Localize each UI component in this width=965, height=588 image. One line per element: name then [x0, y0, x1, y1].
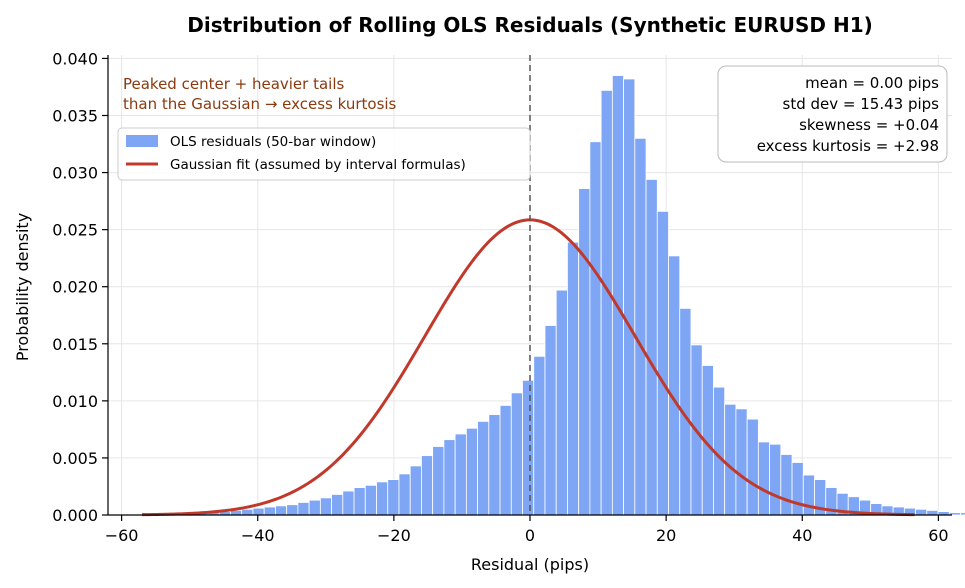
- y-tick-label: 0.025: [52, 221, 98, 240]
- histogram-bar: [567, 241, 580, 516]
- histogram-bar: [465, 427, 478, 516]
- histogram-bar: [421, 455, 434, 516]
- legend-box: [117, 127, 531, 181]
- histogram-bar: [724, 403, 737, 516]
- histogram-bar: [331, 494, 344, 516]
- histogram-bar: [656, 210, 669, 516]
- x-tick-label: −40: [241, 526, 275, 545]
- y-tick-label: 0.000: [52, 506, 98, 525]
- y-tick-label: 0.020: [52, 278, 98, 297]
- stats-excess-kurtosis: excess kurtosis = +2.98: [757, 137, 939, 155]
- y-tick-label: 0.010: [52, 392, 98, 411]
- stats-skewness: skewness = +0.04: [799, 116, 939, 134]
- histogram-bar: [241, 508, 254, 516]
- y-axis-ticks: 0.000 0.005 0.010 0.015 0.020 0.025 0.030 0.035…: [52, 49, 108, 525]
- chart-title: Distribution of Rolling OLS Residuals (S…: [187, 13, 873, 37]
- histogram-bar: [409, 465, 422, 516]
- histogram-bar: [757, 441, 770, 516]
- histogram-bar: [297, 502, 310, 516]
- histogram-bar: [611, 75, 624, 516]
- histogram-bar: [600, 89, 613, 516]
- stats-std-dev: std dev = 15.43 pips: [783, 95, 940, 113]
- histogram-bar: [499, 405, 512, 516]
- x-axis-label: Residual (pips): [471, 555, 589, 574]
- histogram-bar: [286, 504, 299, 516]
- histogram-bar: [342, 490, 355, 516]
- histogram-bar: [735, 408, 748, 516]
- annotation-note-line-2: than the Gaussian → excess kurtosis: [123, 95, 397, 113]
- histogram-bar: [454, 433, 467, 516]
- y-tick-label: 0.035: [52, 106, 98, 125]
- x-tick-label: 60: [928, 526, 948, 545]
- y-axis-label: Probability density: [13, 213, 32, 361]
- histogram-bar: [319, 497, 332, 516]
- histogram-bar: [780, 454, 793, 516]
- x-axis-ticks: −60 −40 −20 0 20 40 60: [105, 515, 949, 545]
- stats-box: mean = 0.00 pips std dev = 15.43 pips sk…: [717, 65, 948, 163]
- gaussian-fit-curve: [142, 218, 915, 517]
- histogram-bar: [791, 462, 804, 516]
- legend: OLS residuals (50-bar window) Gaussian f…: [117, 127, 531, 181]
- x-tick-label: −60: [105, 526, 139, 545]
- histogram-bar: [510, 392, 523, 516]
- histogram-bar: [364, 484, 377, 516]
- histogram-bar: [802, 474, 815, 516]
- x-tick-label: −20: [377, 526, 411, 545]
- histogram-bar: [645, 179, 658, 516]
- stats-box-frame: [717, 65, 948, 163]
- histogram-bar: [275, 505, 288, 516]
- legend-swatch-histogram: [126, 135, 158, 147]
- y-tick-label: 0.015: [52, 335, 98, 354]
- histogram-bar: [746, 418, 759, 516]
- histogram-bar: [533, 355, 546, 516]
- histogram-bar: [488, 414, 501, 516]
- histogram-bar: [432, 446, 445, 516]
- x-tick-label: 20: [656, 526, 676, 545]
- x-tick-label: 40: [792, 526, 812, 545]
- stats-mean: mean = 0.00 pips: [805, 74, 939, 92]
- y-tick-label: 0.040: [52, 49, 98, 68]
- histogram-bar: [387, 479, 400, 516]
- histogram-bar: [915, 508, 928, 516]
- histogram-bar: [555, 289, 568, 516]
- x-tick-label: 0: [525, 526, 535, 545]
- histogram-bar: [623, 78, 636, 516]
- y-tick-label: 0.005: [52, 449, 98, 468]
- histogram-bar: [960, 512, 965, 516]
- annotation-note-line-1: Peaked center + heavier tails: [123, 75, 345, 93]
- histogram-bar: [589, 141, 602, 516]
- histogram-bar: [252, 507, 265, 516]
- histogram-bar: [263, 506, 276, 516]
- histogram-bar: [477, 421, 490, 516]
- histogram-bar: [443, 439, 456, 516]
- histogram-bar: [926, 510, 939, 516]
- histogram-bar: [634, 137, 647, 516]
- legend-label-histogram: OLS residuals (50-bar window): [170, 134, 376, 150]
- histogram-bar: [353, 487, 366, 516]
- y-tick-label: 0.030: [52, 164, 98, 183]
- histogram-bar: [376, 481, 389, 516]
- histogram-bar: [578, 188, 591, 516]
- histogram-bar: [544, 325, 557, 516]
- histogram-bar: [668, 255, 681, 516]
- histogram-bar: [308, 499, 321, 516]
- legend-label-gaussian: Gaussian fit (assumed by interval formul…: [170, 157, 466, 173]
- histogram-bar: [522, 379, 535, 516]
- histogram-bar: [398, 473, 411, 516]
- histogram-bar: [769, 443, 782, 516]
